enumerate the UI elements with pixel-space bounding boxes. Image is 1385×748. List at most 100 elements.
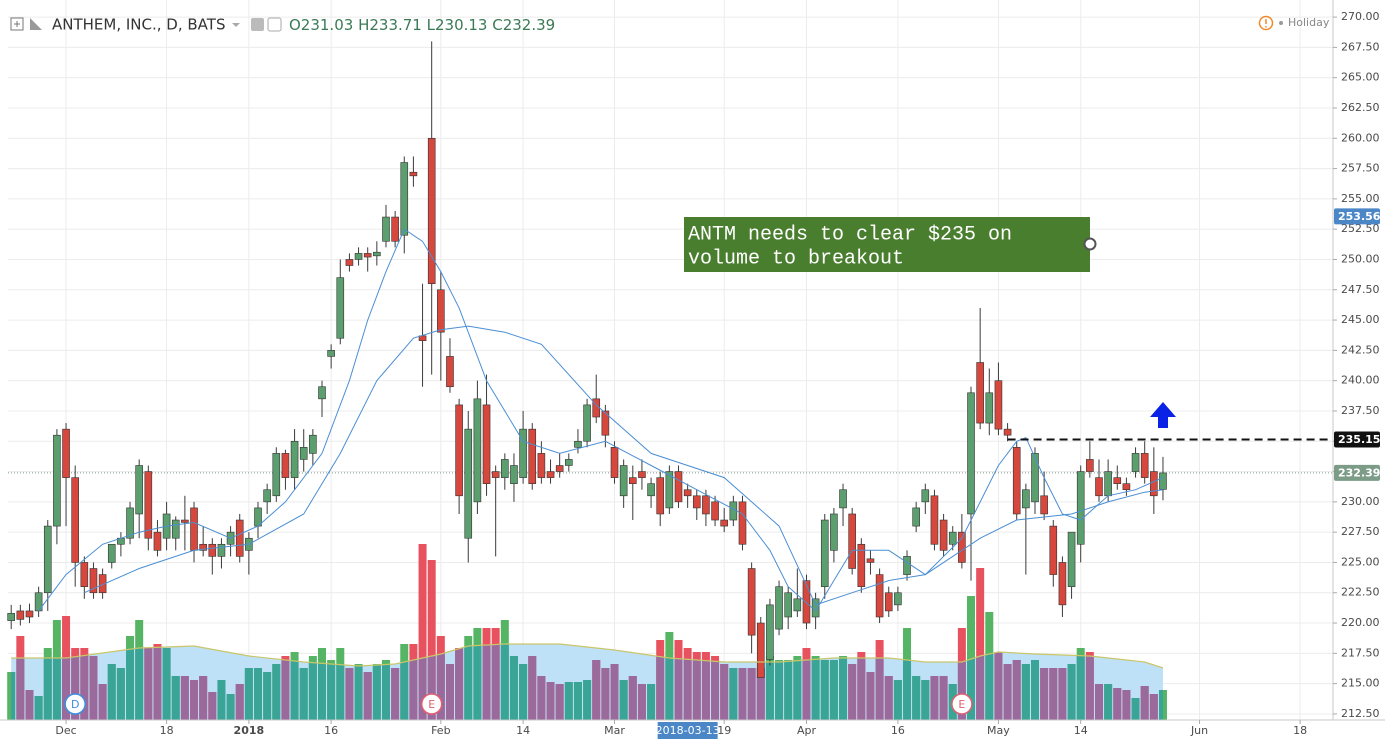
series-icon[interactable] xyxy=(30,18,42,30)
event-marker[interactable] xyxy=(951,693,973,715)
volume-bar-overlay xyxy=(756,668,765,720)
candle-body xyxy=(775,586,783,630)
candle-body xyxy=(665,471,674,509)
candle-body xyxy=(409,171,418,177)
candle-body xyxy=(565,459,573,466)
volume-bar-overlay xyxy=(71,648,80,720)
volume-bar-overlay xyxy=(345,668,354,720)
candle-body xyxy=(126,507,134,539)
x-tick-label: Dec xyxy=(55,724,76,737)
annotation-handle[interactable] xyxy=(1083,237,1097,251)
volume-bar-overlay xyxy=(107,664,116,720)
candle-body xyxy=(400,162,409,236)
candle-body xyxy=(1031,453,1039,503)
x-tick-label: Feb xyxy=(431,724,450,737)
volume-bar-overlay xyxy=(765,656,774,720)
volume-bar-overlay xyxy=(436,644,445,720)
candle-body xyxy=(692,495,701,509)
y-tick-label: 245.00 xyxy=(1341,313,1380,326)
candle-body xyxy=(574,440,582,448)
moving-average xyxy=(84,325,1164,606)
candle-body xyxy=(510,465,518,484)
candle-body xyxy=(1140,453,1149,478)
volume-bar-overlay xyxy=(1076,648,1085,720)
ohlc-close: C232.39 xyxy=(492,16,555,34)
volume-bar-overlay xyxy=(820,660,829,720)
y-tick-label: 240.00 xyxy=(1341,374,1380,387)
x-tick-label: 14 xyxy=(516,724,530,737)
candle-body xyxy=(875,574,884,618)
candle-body xyxy=(1058,562,1067,606)
volume-bar xyxy=(7,672,16,720)
volume-bar-overlay xyxy=(190,680,199,720)
volume-bar-overlay xyxy=(391,668,400,720)
candle-body xyxy=(217,543,226,557)
crosshair-date-badge xyxy=(657,722,718,739)
volume-bar-overlay xyxy=(135,644,144,720)
candle-body xyxy=(199,543,207,551)
y-tick-label: 227.50 xyxy=(1341,525,1380,538)
expand-icon[interactable] xyxy=(10,17,24,31)
crosshair-date-label: 2018-03-13 xyxy=(656,724,720,737)
y-tick-label: 270.00 xyxy=(1341,10,1380,23)
candle-body xyxy=(857,543,866,587)
volume-bar-overlay xyxy=(464,644,473,720)
candle-body xyxy=(985,392,994,424)
dropdown-caret[interactable] xyxy=(232,23,240,27)
price-badge-label: 232.39 xyxy=(1338,466,1380,479)
settings-icon[interactable] xyxy=(251,18,264,31)
candle-body xyxy=(354,253,363,260)
candle-body xyxy=(1012,447,1021,515)
hide-icon[interactable] xyxy=(267,17,282,32)
volume-bar-overlay xyxy=(656,644,665,720)
y-tick-label: 217.50 xyxy=(1341,646,1380,659)
candle-body xyxy=(1040,495,1048,515)
volume-bar-overlay xyxy=(418,644,427,720)
candle-body xyxy=(34,592,43,612)
volume-bar-overlay xyxy=(263,672,272,720)
volume-bar-overlay xyxy=(244,668,253,720)
volume-bar-overlay xyxy=(775,660,784,720)
volume-bar-overlay xyxy=(226,694,235,720)
volume-bar-overlay xyxy=(1031,660,1040,720)
price-badge xyxy=(1334,431,1380,448)
volume-bar-overlay xyxy=(1094,684,1103,720)
volume-bar-overlay xyxy=(1003,664,1012,720)
candle-body xyxy=(830,513,838,551)
candle-body xyxy=(619,465,628,497)
holiday-icon[interactable] xyxy=(1258,15,1274,31)
price-badge-label: 235.15 xyxy=(1338,433,1380,446)
candle-body xyxy=(912,507,920,527)
volume-bar-overlay xyxy=(336,648,345,720)
x-tick-label: 16 xyxy=(891,724,905,737)
volume-bar-overlay xyxy=(875,644,884,720)
volume-bar-overlay xyxy=(171,676,180,720)
volume-bar-overlay xyxy=(564,682,573,720)
volume-bar-overlay xyxy=(1122,690,1131,720)
candle-body xyxy=(491,471,500,478)
volume-bar xyxy=(967,596,976,720)
candle-body xyxy=(528,428,537,484)
volume-bar xyxy=(418,544,427,720)
y-tick-label: 255.00 xyxy=(1341,192,1380,205)
candle-body xyxy=(7,613,15,621)
annotation-box[interactable] xyxy=(684,217,1090,272)
candle-body xyxy=(144,471,153,539)
volume-bar-overlay xyxy=(126,644,135,720)
candle-body xyxy=(747,568,756,636)
symbol-title[interactable]: ANTHEM, INC., D, BATS xyxy=(52,16,225,34)
candle-body xyxy=(738,501,747,545)
volume-bar-overlay xyxy=(43,648,52,720)
event-marker[interactable] xyxy=(420,693,443,715)
y-tick-label: 257.50 xyxy=(1341,162,1380,175)
volume-bar-overlay xyxy=(537,676,546,720)
candle-body xyxy=(309,434,317,454)
event-marker-label: E xyxy=(958,698,965,711)
volume-bar-overlay xyxy=(11,672,16,720)
volume-bar-overlay xyxy=(610,664,619,720)
event-marker[interactable] xyxy=(64,693,86,715)
candle-body xyxy=(16,610,25,620)
candle-body xyxy=(107,543,116,563)
candle-body xyxy=(336,277,345,339)
